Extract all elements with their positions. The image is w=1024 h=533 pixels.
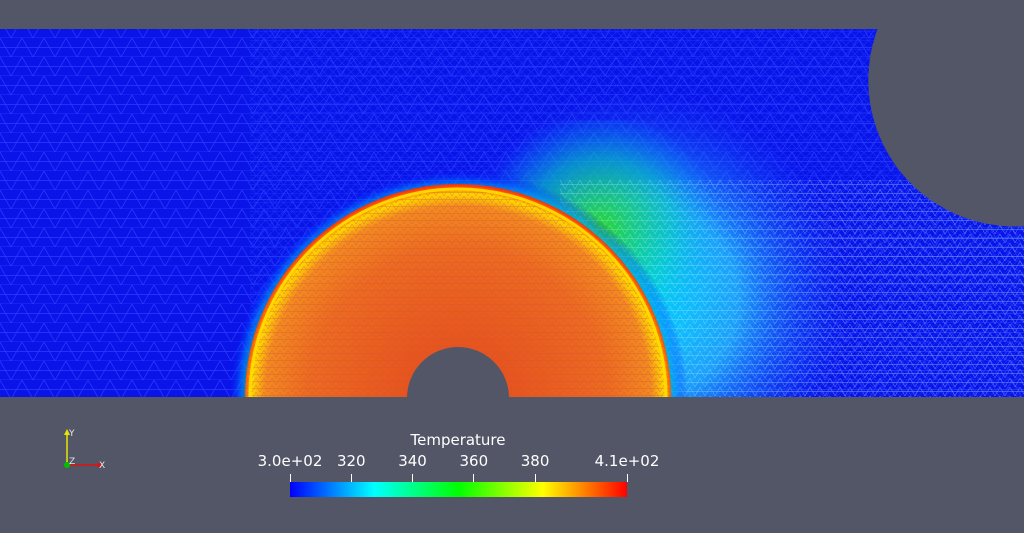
corner-cutout <box>868 28 1024 227</box>
colorbar-tick-label: 360 <box>459 452 489 470</box>
colorbar-tick-label: 340 <box>398 452 427 470</box>
colorbar-tick-label: 4.1e+02 <box>594 452 660 470</box>
colorbar-tick-label: 380 <box>520 452 550 470</box>
mesh-domain <box>0 29 1024 397</box>
colorbar-legend[interactable] <box>290 482 627 497</box>
colorbar-tick-mark <box>534 474 536 482</box>
colorbar-tick-mark <box>473 474 475 482</box>
colorbar-tick-mark <box>626 474 628 482</box>
colorbar-tick-label: 3.0e+02 <box>257 452 323 470</box>
colorbar-tick-mark <box>412 474 414 482</box>
colorbar-tick-mark <box>350 474 352 482</box>
render-viewport[interactable] <box>0 0 1024 400</box>
z-axis-label: Z <box>69 457 75 467</box>
y-axis-label: Y <box>68 429 75 439</box>
orientation-axes[interactable]: Y X Z <box>52 425 112 475</box>
colorbar-title: Temperature <box>410 431 506 449</box>
y-axis-arrow <box>64 429 70 435</box>
colorbar-tick-mark <box>289 474 291 482</box>
x-axis-label: X <box>99 461 105 471</box>
z-axis-dot <box>64 462 70 468</box>
x-axis-arrow <box>97 463 101 467</box>
inner-hole <box>407 347 509 398</box>
colorbar-tick-label: 320 <box>336 452 366 470</box>
